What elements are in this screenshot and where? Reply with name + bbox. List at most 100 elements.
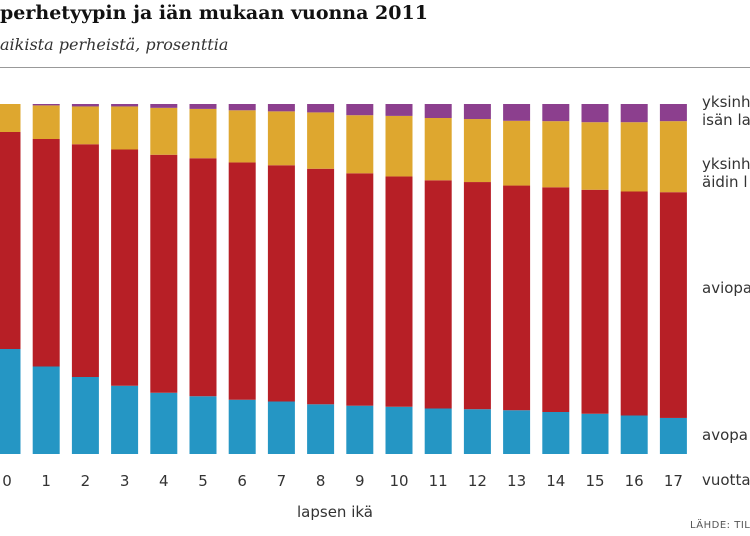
bar-segment-3-age-11 [424, 104, 452, 118]
bar-segment-1-age-7 [267, 165, 295, 402]
legend-aviopa: aviopa [702, 279, 750, 297]
legend-yksinh-isan-line1: yksinh [702, 93, 750, 111]
bar-segment-3-age-8 [307, 104, 335, 113]
x-tick-label: 3 [120, 472, 130, 490]
x-tick-label: 14 [546, 472, 565, 490]
legend-yksinh-isan: yksinh isän la [702, 93, 750, 129]
x-tick-label: 7 [277, 472, 287, 490]
bar-segment-2-age-7 [267, 111, 295, 166]
bar-segment-1-age-16 [620, 191, 648, 416]
bar-segment-2-age-2 [71, 106, 99, 145]
legend-yksinh-aidin-line2: äidin l [702, 173, 748, 191]
bar-segment-0-age-5 [189, 396, 217, 454]
bar-segment-0-age-7 [267, 401, 295, 454]
bar-segment-0-age-8 [307, 404, 335, 454]
bar-segment-1-age-9 [346, 173, 374, 406]
bar-segment-3-age-12 [463, 104, 491, 120]
bar-segment-3-age-14 [542, 104, 570, 122]
bar-segment-0-age-12 [463, 409, 491, 454]
bar-segment-3-age-4 [150, 104, 178, 108]
bar-segment-3-age-10 [385, 104, 413, 116]
bar-segment-0-age-11 [424, 408, 452, 454]
bar-segment-0-age-16 [620, 415, 648, 454]
bar-segment-3-age-15 [581, 104, 609, 123]
bar-segment-0-age-9 [346, 405, 374, 454]
bar-segment-0-age-17 [659, 417, 687, 454]
bar-segment-0-age-1 [32, 366, 60, 454]
bar-segment-1-age-17 [659, 192, 687, 418]
bar-segment-2-age-5 [189, 108, 217, 159]
bar-segment-0-age-13 [503, 410, 531, 454]
bar-segment-3-age-5 [189, 104, 217, 109]
bar-segment-2-age-10 [385, 115, 413, 177]
bar-segment-0-age-15 [581, 413, 609, 454]
legend-yksinh-aidin: yksinh äidin l [702, 155, 750, 191]
bar-segment-2-age-12 [463, 119, 491, 183]
bar-segment-1-age-10 [385, 176, 413, 407]
bar-segment-0-age-14 [542, 412, 570, 454]
bar-segment-1-age-8 [307, 168, 335, 405]
x-tick-label: 4 [159, 472, 169, 490]
x-tick-label: 11 [429, 472, 448, 490]
bar-segment-3-age-7 [267, 104, 295, 112]
bar-segment-0-age-6 [228, 399, 256, 454]
bar-segment-2-age-17 [659, 121, 687, 193]
x-tick-label: 16 [625, 472, 644, 490]
bar-segment-2-age-6 [228, 110, 256, 163]
header-divider [0, 67, 750, 68]
bar-segment-1-age-1 [32, 139, 60, 367]
bar-segment-2-age-15 [581, 122, 609, 190]
x-tick-label: 13 [507, 472, 526, 490]
bar-segment-2-age-14 [542, 121, 570, 188]
bar-segment-1-age-2 [71, 144, 99, 377]
bar-segment-2-age-0 [0, 104, 21, 132]
x-tick-label: 1 [41, 472, 51, 490]
x-tick-label: 5 [198, 472, 208, 490]
bar-segment-2-age-4 [150, 107, 178, 155]
bar-segment-3-age-9 [346, 104, 374, 116]
bar-segment-3-age-6 [228, 104, 256, 111]
x-tick-label: 10 [389, 472, 408, 490]
bar-segment-2-age-11 [424, 118, 452, 181]
bar-segment-0-age-0 [0, 349, 21, 454]
bar-segment-1-age-3 [111, 149, 139, 386]
x-tick-label: 17 [664, 472, 683, 490]
legend-yksinh-isan-line2: isän la [702, 111, 750, 129]
x-tick-label: 12 [468, 472, 487, 490]
bar-segment-0-age-3 [111, 385, 139, 454]
bar-segment-1-age-6 [228, 162, 256, 400]
x-tick-label: 2 [81, 472, 91, 490]
legend-avopa: avopa [702, 426, 748, 444]
x-tick-label: 0 [2, 472, 12, 490]
x-tick-labels: 0 1 2 3 4 5 6 7 8 9 10 11 12 13 14 15 16 17 [2, 472, 683, 490]
bar-segment-2-age-16 [620, 122, 648, 192]
bar-segment-2-age-8 [307, 112, 335, 169]
x-tick-label: 9 [355, 472, 365, 490]
bar-segment-1-age-11 [424, 180, 452, 409]
bar-segment-0-age-2 [71, 377, 99, 454]
x-tick-label: 6 [237, 472, 247, 490]
chart-subtitle: aikista perheistä, prosenttia [0, 35, 229, 54]
source-note: LÄHDE: TILA [690, 520, 750, 531]
bar-segment-0-age-10 [385, 406, 413, 454]
legend-yksinh-aidin-line1: yksinh [702, 155, 750, 173]
bar-segment-1-age-14 [542, 187, 570, 412]
bar-segment-2-age-3 [111, 106, 139, 150]
bar-segment-3-age-2 [71, 104, 99, 107]
bar-segment-3-age-1 [32, 104, 60, 106]
bar-segment-2-age-13 [503, 120, 531, 186]
bar-segment-1-age-4 [150, 154, 178, 393]
bar-segment-1-age-12 [463, 182, 491, 410]
bar-segment-2-age-9 [346, 115, 374, 174]
bar-segment-3-age-3 [111, 104, 139, 107]
bar-segment-1-age-15 [581, 189, 609, 414]
bar-segment-1-age-0 [0, 132, 21, 349]
legend-vuotta: vuotta [702, 471, 750, 489]
bar-segment-1-age-5 [189, 158, 217, 397]
bar-segment-3-age-13 [503, 104, 531, 121]
bar-segment-3-age-17 [659, 104, 687, 122]
chart-title: perhetyypin ja iän mukaan vuonna 2011 [0, 2, 428, 24]
bar-segment-3-age-16 [620, 104, 648, 123]
bar-segment-0-age-4 [150, 392, 178, 454]
